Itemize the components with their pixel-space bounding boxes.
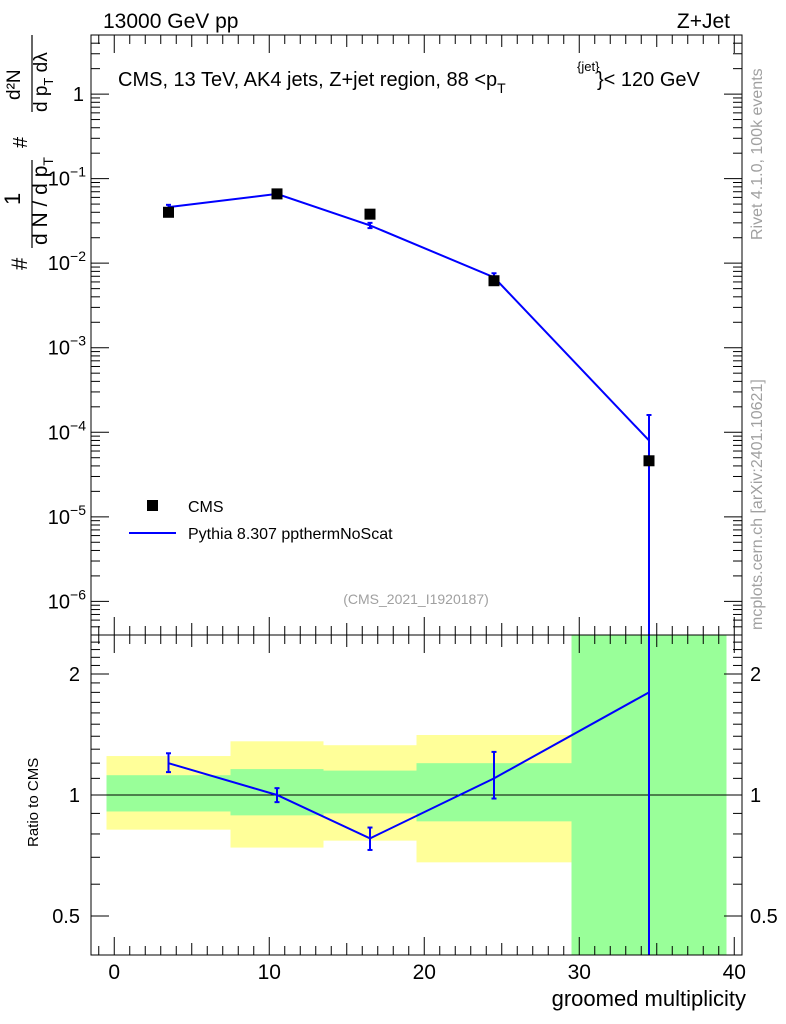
legend: CMS Pythia 8.307 ppthermNoScat bbox=[129, 499, 393, 543]
main-ytick-label: 10−2 bbox=[48, 248, 86, 275]
ratio-ytick-label: 1 bbox=[69, 785, 80, 807]
cms-data-point bbox=[271, 188, 283, 200]
mc-line bbox=[168, 192, 650, 442]
x-tick-label: 40 bbox=[723, 961, 746, 984]
ratio-ytick-label: 0.5 bbox=[52, 906, 80, 928]
stat-uncertainty-band bbox=[106, 775, 231, 812]
ratio-tick-labels: 0.5 0.51 12 20 10 20 30 40 bbox=[52, 664, 778, 984]
main-frame bbox=[90, 34, 743, 636]
rivet-label: Rivet 4.1.0, 100k events bbox=[749, 68, 766, 240]
ylabel-frac-den: d pT dλ bbox=[31, 52, 56, 112]
x-tick-label: 20 bbox=[413, 961, 436, 984]
mcplots-label: mcplots.cern.ch [arXiv:2401.10621] bbox=[749, 379, 766, 630]
main-ytick-label: 10−1 bbox=[48, 164, 86, 191]
x-tick-label: 10 bbox=[258, 961, 281, 984]
legend-marker-cms bbox=[147, 500, 158, 511]
main-y-axis-label: # 1 d N / d pT # d²N d pT dλ bbox=[0, 35, 56, 270]
x-tick-label: 0 bbox=[108, 961, 120, 984]
cms-data-point bbox=[364, 208, 376, 220]
analysis-watermark: (CMS_2021_I1920187) bbox=[343, 591, 489, 607]
ratio-frame bbox=[90, 634, 743, 956]
main-axis-ticks bbox=[91, 34, 742, 636]
ratio-axis-ticks bbox=[91, 635, 742, 955]
mc-series bbox=[166, 190, 652, 635]
cms-data-point bbox=[643, 455, 655, 467]
cms-data-point bbox=[163, 206, 174, 218]
main-title: CMS, 13 TeV, AK4 jets, Z+jet region, 88 … bbox=[118, 69, 506, 96]
ylabel-hash-2: # bbox=[10, 136, 32, 148]
data-series bbox=[163, 188, 655, 467]
ratio-ytick-label-right: 0.5 bbox=[750, 906, 778, 928]
main-ytick-label: 1 bbox=[73, 84, 84, 106]
x-axis-label: groomed multiplicity bbox=[552, 986, 746, 1011]
x-tick-label: 30 bbox=[568, 961, 591, 984]
ratio-panel: 0.5 0.51 12 20 10 20 30 40 Ratio to CMS groomed… bbox=[25, 634, 778, 1011]
ylabel-hash: # bbox=[7, 257, 32, 270]
ylabel-denominator: d N / d pT bbox=[29, 157, 56, 245]
stat-uncertainty-band bbox=[323, 770, 417, 814]
main-ytick-label: 10−3 bbox=[48, 333, 86, 360]
header-right: Z+Jet bbox=[677, 10, 730, 33]
ylabel-frac-num: d²N bbox=[4, 69, 25, 100]
cms-data-point bbox=[488, 275, 500, 287]
ratio-y-axis-label: Ratio to CMS bbox=[25, 758, 42, 847]
legend-label-mc: Pythia 8.307 ppthermNoScat bbox=[188, 526, 393, 543]
main-y-tick-labels: 1 10−1 10−2 10−3 10−4 10−5 10−6 bbox=[48, 84, 86, 613]
ylabel-one: 1 bbox=[0, 193, 25, 205]
main-ytick-label: 10−5 bbox=[48, 502, 86, 529]
ratio-ytick-label: 2 bbox=[69, 664, 80, 686]
main-panel: 1 10−1 10−2 10−3 10−4 10−5 10−6 (CMS_2021_I192… bbox=[48, 34, 743, 636]
main-title-end: }< 120 GeV bbox=[597, 69, 701, 91]
ratio-ytick-label-right: 1 bbox=[750, 785, 761, 807]
main-ytick-label: 10−6 bbox=[48, 586, 86, 613]
main-ytick-label: 10−4 bbox=[48, 417, 86, 444]
ratio-ytick-label-right: 2 bbox=[750, 664, 761, 686]
main-title-superscript: {jet} bbox=[577, 59, 600, 74]
legend-label-cms: CMS bbox=[188, 499, 224, 516]
ratio-mc-series bbox=[166, 635, 650, 955]
header-left: 13000 GeV pp bbox=[103, 10, 238, 33]
